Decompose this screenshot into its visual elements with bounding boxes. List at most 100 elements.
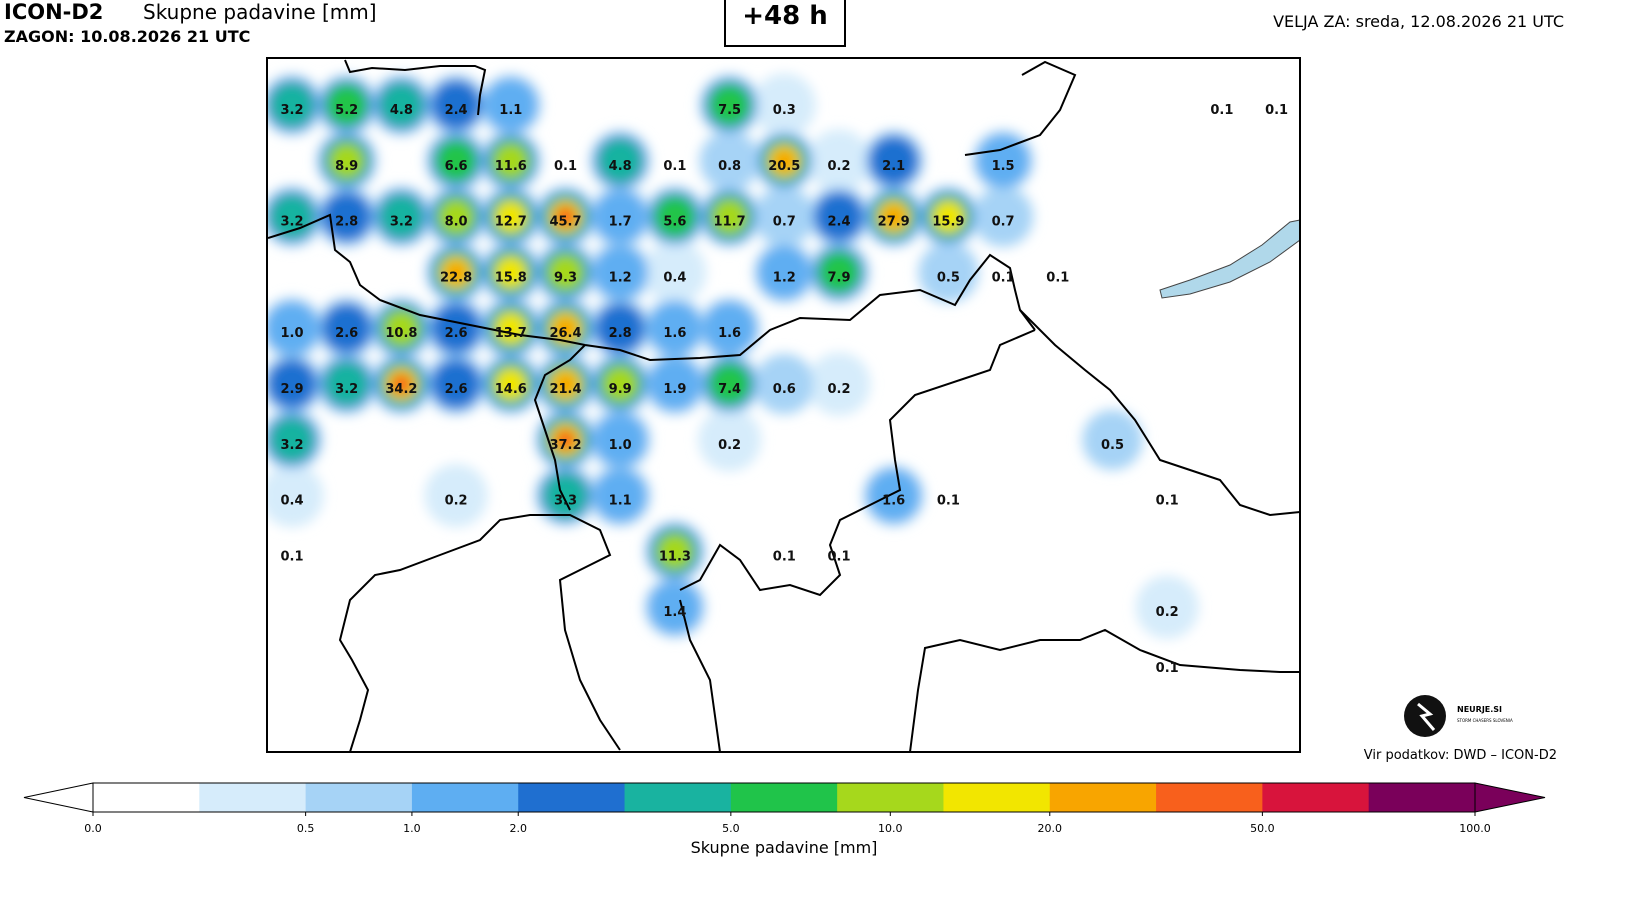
- precip-blob: [431, 359, 481, 409]
- colorbar-segment: [1262, 783, 1370, 812]
- colorbar-segment: [305, 783, 413, 812]
- colorbar-segment: [518, 783, 626, 812]
- point-value: 3.2: [335, 382, 358, 397]
- point-value: 1.2: [773, 270, 796, 285]
- border: [1019, 309, 1300, 517]
- point-value: 11.6: [495, 159, 527, 174]
- point-value: 8.0: [445, 215, 468, 230]
- precip-blob: [973, 187, 1033, 246]
- point-value: 0.2: [1156, 605, 1179, 620]
- point-value: 13.7: [495, 326, 527, 341]
- border: [344, 59, 487, 116]
- point-value: 2.4: [445, 103, 468, 118]
- value-labels: 3.2 5.2 4.8 2.4 1.1 7.5 0.3 0.1 0.1 8.9 6.6 11.6 0.1…: [280, 103, 1288, 676]
- point-value: 3.3: [554, 494, 577, 509]
- precip-blob: [327, 85, 367, 125]
- point-value: 1.2: [609, 270, 632, 285]
- colorbar-segment: [730, 783, 838, 812]
- point-value: 20.5: [768, 159, 800, 174]
- lead-box: [724, 0, 846, 47]
- point-value: 21.4: [549, 382, 581, 397]
- colorbar-segment: [1368, 783, 1476, 812]
- colorbar-segment: [943, 783, 1051, 812]
- precip-blob: [384, 311, 419, 346]
- point-value: 34.2: [385, 382, 417, 397]
- precip-blob: [268, 359, 317, 409]
- precip-blob: [431, 303, 481, 353]
- data-source: Vir podatkov: DWD – ICON-D2: [1364, 748, 1557, 763]
- precip-blob: [648, 301, 702, 356]
- logo-bolt: [1417, 702, 1436, 731]
- precip-blob: [553, 371, 578, 397]
- colorbar-tick-label: 5.0: [722, 822, 740, 835]
- colorbar-tick-label: 2.0: [509, 822, 527, 835]
- point-value: 0.1: [773, 549, 796, 564]
- point-value: 5.6: [663, 215, 686, 230]
- point-value: 1.7: [609, 215, 632, 230]
- precip-blob: [598, 138, 643, 183]
- colorbar-tick-label: 1.0: [403, 822, 421, 835]
- point-value: 9.3: [554, 270, 577, 285]
- precip-blob: [391, 374, 412, 394]
- point-value: 9.9: [609, 382, 632, 397]
- point-value: 3.2: [280, 103, 303, 118]
- point-value: 15.9: [932, 215, 964, 230]
- point-value: 2.6: [335, 326, 358, 341]
- valid-time: VELJA ZA: sreda, 12.08.2026 21 UTC: [1273, 12, 1564, 31]
- precip-blob: [807, 129, 871, 193]
- point-value: 1.0: [280, 326, 303, 341]
- precip-blob: [643, 240, 707, 304]
- border: [964, 60, 1077, 156]
- colorbar-extend-high: [1474, 782, 1546, 813]
- precip-blob: [771, 148, 797, 174]
- point-value: 15.8: [495, 270, 527, 285]
- precip-blob: [593, 245, 647, 300]
- point-value: 11.7: [714, 215, 746, 230]
- point-value: 0.2: [718, 438, 741, 453]
- precip-blob: [1083, 410, 1142, 469]
- precip-blob: [976, 134, 1030, 188]
- point-value: 2.1: [882, 159, 905, 174]
- precip-blob: [379, 194, 424, 239]
- point-value: 3.2: [280, 215, 303, 230]
- colorbar-tick-label: 100.0: [1459, 822, 1491, 835]
- point-value: 0.1: [1210, 103, 1233, 118]
- precip-blob: [866, 468, 921, 523]
- precip-blob: [424, 464, 488, 528]
- point-value: 3.2: [280, 438, 303, 453]
- point-value: 26.4: [549, 326, 581, 341]
- point-value: 0.1: [992, 270, 1015, 285]
- model-name: ICON-D2: [4, 0, 103, 24]
- colorbar-tick-label: 50.0: [1250, 822, 1275, 835]
- run-time: ZAGON: 10.08.2026 21 UTC: [4, 27, 250, 46]
- point-value: 0.1: [827, 549, 850, 564]
- colorbar-segment: [624, 783, 732, 812]
- point-value: 0.4: [280, 494, 303, 509]
- precip-blob: [496, 369, 526, 399]
- borders: [268, 59, 1300, 751]
- border: [679, 329, 1036, 597]
- point-value: 7.5: [718, 103, 741, 118]
- precip-blob: [593, 468, 647, 523]
- point-value: 2.8: [609, 326, 632, 341]
- precip-blob: [710, 85, 750, 125]
- point-value: 1.6: [882, 494, 905, 509]
- colorbar-segment: [1049, 783, 1157, 812]
- precip-blob: [595, 303, 645, 353]
- precip-blob: [757, 245, 812, 300]
- point-value: 0.1: [1046, 270, 1069, 285]
- precip-blob: [755, 187, 814, 246]
- point-value: 1.5: [992, 159, 1015, 174]
- point-value: 45.7: [549, 215, 581, 230]
- border: [268, 213, 1036, 362]
- coast: [338, 514, 621, 751]
- precip-blob: [919, 243, 978, 302]
- point-value: 0.5: [937, 270, 960, 285]
- precip-blob: [712, 199, 747, 234]
- precip-blob: [268, 464, 324, 528]
- point-value: 27.9: [878, 215, 910, 230]
- precip-blob: [484, 78, 538, 132]
- point-value: 1.6: [718, 326, 741, 341]
- precip-blob: [752, 73, 816, 137]
- logo-name: NEURJE.SI: [1457, 705, 1502, 714]
